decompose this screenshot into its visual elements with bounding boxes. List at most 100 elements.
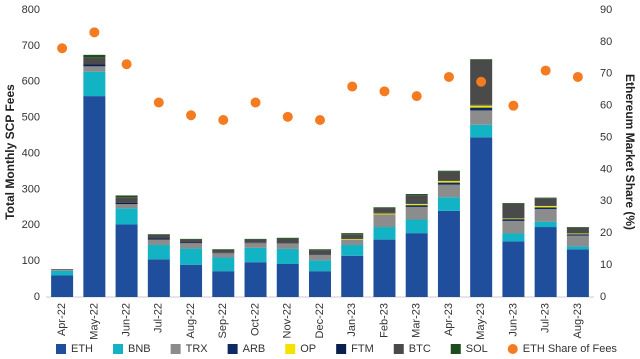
bar-segment — [147, 234, 170, 235]
bar-segment — [212, 271, 235, 297]
bar-segment — [373, 214, 396, 228]
y-tick-label: 800 — [22, 4, 40, 16]
bar-segment — [244, 243, 267, 248]
bar-segment — [470, 105, 493, 108]
bar-segment — [437, 180, 460, 181]
x-tick-label: Feb-23 — [378, 303, 390, 338]
bar-segment — [373, 213, 396, 215]
bar-segment — [502, 203, 525, 219]
x-tick-label: Apr-22 — [56, 303, 68, 336]
legend-swatch — [393, 344, 404, 354]
bar-segment — [341, 238, 364, 240]
scatter-point — [508, 100, 519, 111]
legend-label: BTC — [409, 343, 431, 355]
bar-segment — [83, 96, 106, 297]
bar-segment — [83, 64, 106, 67]
bar-segment — [405, 233, 428, 297]
bar-segment — [276, 237, 299, 239]
scatter-point — [540, 65, 551, 76]
y2-tick-label: 60 — [600, 100, 612, 112]
y-tick-label: 600 — [22, 76, 40, 88]
bar-segment — [534, 205, 557, 208]
y2-axis-title: Ethereum Market Share (%) — [623, 74, 637, 230]
legend-label: SOL — [466, 343, 488, 355]
bar-segment — [309, 249, 331, 251]
bar-segment — [147, 238, 170, 240]
x-tick-label: Dec-22 — [314, 303, 326, 338]
bar-segment — [341, 233, 364, 235]
bar-segment — [470, 124, 493, 138]
bar-segment — [437, 171, 460, 181]
x-tick-label: Aug-23 — [572, 303, 584, 338]
legend-label: ARB — [243, 343, 266, 355]
bar-segment — [147, 259, 170, 297]
scatter-point — [121, 59, 132, 70]
bar-segment — [83, 66, 106, 72]
y2-tick-label: 40 — [600, 163, 612, 175]
x-tick-label: May-22 — [88, 303, 100, 340]
bar-segment — [470, 104, 493, 106]
bar-segment — [180, 239, 203, 243]
legend-label: OP — [300, 343, 316, 355]
scatter-point — [443, 71, 454, 82]
bar-segment — [51, 275, 74, 297]
legend-swatch — [56, 344, 66, 354]
bar-segment — [115, 197, 138, 203]
scatter-point — [572, 71, 583, 82]
y2-tick-label: 20 — [600, 227, 612, 239]
y2-tick-label: 70 — [600, 68, 612, 80]
y2-tick-label: 0 — [600, 291, 606, 303]
bar-segment — [534, 227, 557, 297]
bar-segment — [373, 227, 396, 240]
y2-tick-label: 30 — [600, 195, 612, 207]
bar-segment — [437, 180, 460, 183]
bar-segment — [534, 198, 557, 206]
legend-label: BNB — [128, 343, 151, 355]
bar-segment — [566, 235, 589, 247]
scatter-point — [57, 43, 68, 54]
bar-segment — [276, 248, 299, 264]
bar-segment — [566, 227, 589, 228]
bar-segment — [566, 227, 589, 234]
bar-segment — [534, 207, 557, 210]
bar-segment — [341, 234, 364, 239]
bar-segment — [566, 246, 589, 250]
bar-segment — [502, 219, 525, 221]
bar-segment — [470, 110, 493, 125]
bar-segment — [373, 208, 396, 213]
x-tick-label: Jun-22 — [120, 303, 132, 337]
y-tick-label: 100 — [22, 255, 40, 267]
legend-swatch — [170, 344, 181, 354]
legend-label: ETH — [71, 343, 93, 355]
y2-tick-label: 50 — [600, 131, 612, 143]
bar-segment — [244, 238, 267, 240]
bar-segment — [566, 249, 589, 297]
bar-segment — [437, 184, 460, 198]
y-tick-label: 400 — [22, 147, 40, 159]
y-tick-label: 700 — [22, 40, 40, 52]
legend-label: ETH Share of Fees — [523, 343, 618, 355]
bar-segment — [502, 220, 525, 234]
y-tick-label: 0 — [34, 291, 40, 303]
bar-segment — [212, 249, 235, 251]
bar-segment — [437, 182, 460, 185]
y2-tick-label: 10 — [600, 259, 612, 271]
bar-segment — [534, 209, 557, 222]
bar-segment — [180, 264, 203, 297]
bar-segment — [309, 271, 331, 297]
bar-segment — [405, 206, 428, 220]
bar-segment — [309, 250, 331, 255]
scatter-point — [282, 111, 293, 122]
scatter-point — [411, 91, 422, 102]
y-axis-title: Total Monthly SCP Fees — [3, 84, 17, 220]
bar-segment — [502, 233, 525, 242]
bar-segment — [470, 59, 493, 60]
bar-segment — [115, 208, 138, 225]
bar-segment — [83, 71, 106, 97]
scatter-point — [315, 115, 325, 126]
bar-segment — [244, 247, 267, 263]
bar-segment — [373, 207, 396, 209]
bar-segment — [437, 170, 460, 172]
y2-tick-label: 80 — [600, 36, 612, 48]
